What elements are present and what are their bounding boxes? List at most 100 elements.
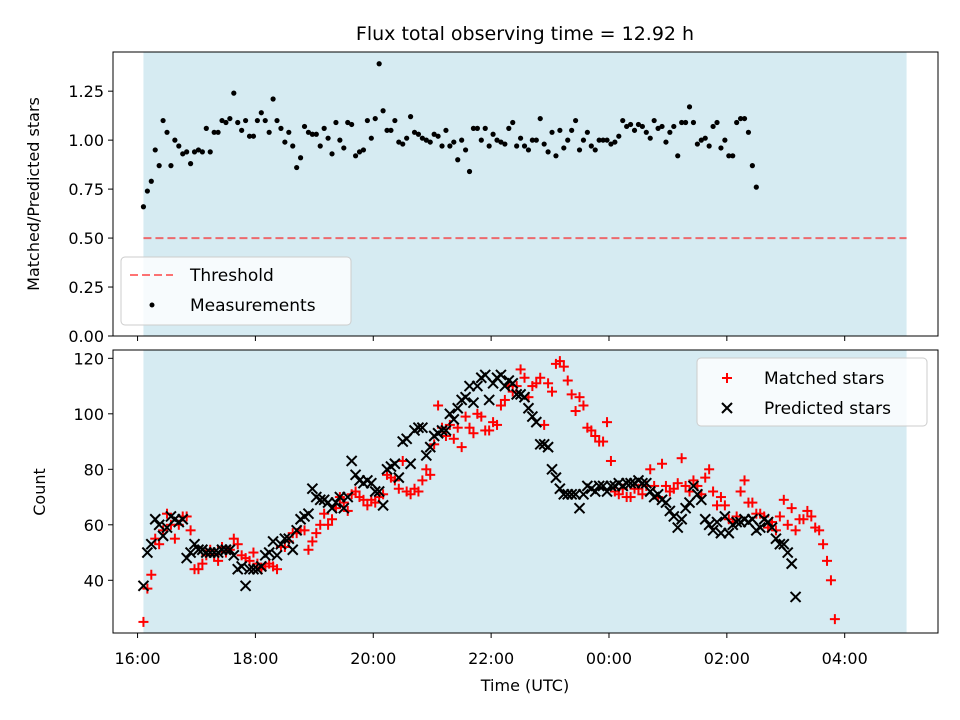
- cross-stroke-b: [326, 502, 338, 514]
- matched-legend-swatch: [722, 373, 732, 383]
- predicted-star-point: [770, 532, 782, 545]
- predicted-star-point: [287, 544, 299, 556]
- measurement-point: [502, 141, 508, 147]
- measurement-point: [643, 129, 649, 135]
- measurement-point: [313, 131, 319, 137]
- predicted-star-point: [239, 580, 252, 592]
- predicted-star-point: [444, 408, 456, 420]
- measurement-point: [565, 137, 571, 143]
- cross-stroke-b: [141, 546, 154, 559]
- predicted-star-point: [573, 502, 586, 514]
- predicted-star-point: [644, 485, 656, 498]
- cross-stroke-b: [644, 485, 656, 498]
- measurement-point: [392, 117, 398, 124]
- measurement-point: [415, 131, 422, 137]
- matched-star-point: [605, 455, 616, 466]
- matched-star-point: [598, 436, 609, 447]
- x-tick-label: 02:00: [704, 649, 750, 668]
- matched-star-point: [590, 431, 601, 442]
- measurement-point: [172, 137, 178, 143]
- measurement-point: [651, 117, 657, 124]
- predicted-star-point: [483, 394, 495, 406]
- matched-star-point: [185, 525, 196, 536]
- cross-stroke-b: [275, 538, 287, 550]
- measurement-point: [235, 119, 241, 126]
- measurement-point: [447, 143, 453, 149]
- matched-star-point: [676, 453, 687, 464]
- cross-stroke-b: [746, 513, 759, 525]
- matched-star-point: [602, 417, 613, 428]
- predicted-star-point: [534, 438, 546, 451]
- measurement-point: [592, 147, 598, 153]
- predicted-star-point: [471, 380, 484, 392]
- predicted-star-point: [624, 477, 637, 489]
- matched-star-point: [417, 475, 428, 486]
- measurement-point: [635, 121, 642, 128]
- matched-star-point: [468, 428, 479, 439]
- measurement-point: [431, 131, 437, 137]
- predicted-star-point: [440, 424, 452, 437]
- measurement-point: [639, 123, 645, 130]
- cross-stroke-b: [652, 488, 664, 500]
- matched-star-point: [433, 400, 444, 411]
- cross-stroke-b: [157, 530, 169, 542]
- cross-stroke-b: [495, 369, 507, 381]
- predicted-star-point: [778, 538, 790, 550]
- predicted-star-point: [695, 494, 708, 506]
- x-axis-label: Time (UTC): [480, 676, 569, 695]
- measurement-point: [498, 139, 504, 145]
- matched-star-point: [668, 483, 679, 494]
- measurement-point: [466, 168, 473, 175]
- predicted-star-point: [235, 560, 248, 573]
- cross-stroke-b: [365, 477, 378, 489]
- measurement-point: [156, 163, 162, 169]
- matched-star-point: [814, 525, 825, 536]
- cross-stroke-b: [440, 424, 452, 437]
- cross-stroke-b: [404, 458, 417, 470]
- measurement-point: [333, 119, 339, 126]
- cross-stroke-b: [593, 480, 605, 492]
- cross-stroke-b: [499, 380, 511, 392]
- measurement-point: [439, 143, 445, 149]
- cross-stroke-b: [668, 510, 680, 523]
- predicted-star-point: [338, 502, 350, 514]
- measurement-point: [749, 163, 755, 169]
- cross-stroke-b: [721, 402, 733, 414]
- measurement-point: [521, 143, 528, 149]
- matched-star-point: [307, 536, 318, 547]
- matched-star-point: [193, 564, 204, 575]
- measurements-legend-swatch: [149, 302, 155, 308]
- matched-star-point: [138, 616, 149, 627]
- cross-stroke-b: [345, 455, 358, 467]
- bottom-plot-frame: [112, 349, 939, 634]
- measurement-point: [337, 137, 343, 143]
- x-tick-label: 20:00: [350, 649, 396, 668]
- measurement-point: [631, 127, 638, 133]
- cross-stroke-b: [459, 391, 472, 403]
- predicted-star-point: [565, 488, 578, 500]
- predicted-star-point: [436, 424, 448, 437]
- matched-star-point: [228, 533, 239, 544]
- predicted-star-point: [220, 544, 232, 556]
- measurement-point: [258, 110, 264, 116]
- predicted-star-point: [290, 524, 303, 537]
- measurement-point: [451, 139, 457, 145]
- predicted-star-point: [255, 560, 268, 573]
- matched-star-point: [248, 547, 259, 558]
- predicted-star-point: [326, 502, 338, 514]
- measurement-point: [588, 143, 594, 149]
- predicted-star-point: [145, 538, 158, 550]
- measurement-point: [690, 119, 697, 126]
- measurement-point: [702, 135, 708, 141]
- matched-star-point: [684, 486, 695, 497]
- cross-stroke-b: [719, 510, 731, 523]
- measurements-legend-label: Measurements: [190, 296, 316, 316]
- predicted-star-point: [730, 516, 743, 528]
- predicted-star-point: [495, 369, 507, 381]
- measurement-point: [266, 129, 272, 135]
- measurement-point: [227, 115, 233, 122]
- measurement-point: [604, 137, 610, 143]
- predicted-star-point: [467, 397, 480, 409]
- measurement-point: [184, 149, 190, 155]
- matched-star-point: [806, 511, 817, 522]
